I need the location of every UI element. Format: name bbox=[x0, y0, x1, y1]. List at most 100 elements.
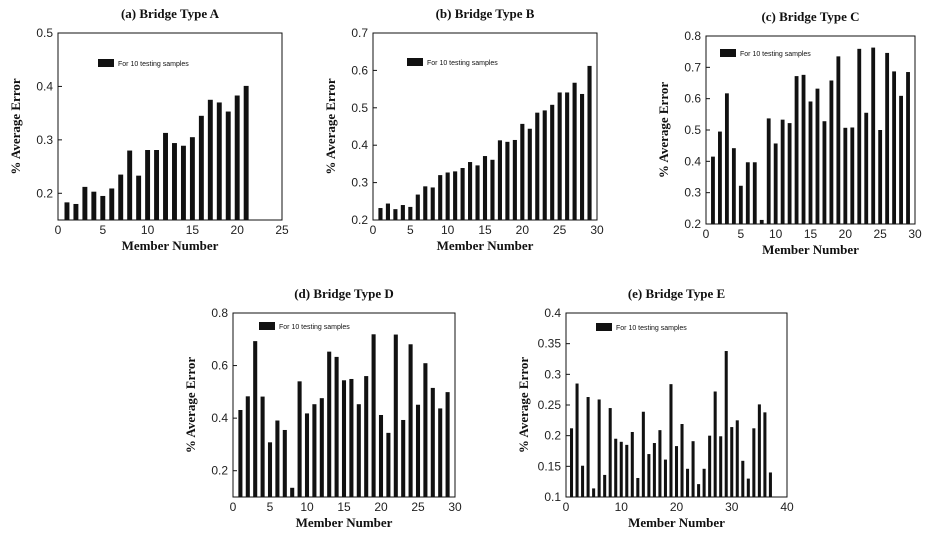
x-tick-label: 0 bbox=[55, 223, 62, 237]
y-tick-label: 0.6 bbox=[684, 92, 701, 106]
x-tick-label: 10 bbox=[769, 227, 783, 241]
bar bbox=[815, 88, 820, 224]
bar bbox=[430, 387, 435, 497]
chart-title: (a) Bridge Type A bbox=[121, 6, 220, 21]
x-tick-label: 20 bbox=[670, 500, 684, 514]
bar bbox=[674, 446, 679, 497]
bar bbox=[864, 112, 869, 224]
y-tick-label: 0.7 bbox=[351, 26, 368, 40]
bar bbox=[378, 208, 383, 220]
y-tick-label: 0.35 bbox=[538, 337, 562, 351]
legend-label: For 10 testing samples bbox=[279, 324, 350, 331]
bar bbox=[843, 127, 848, 224]
x-tick-label: 5 bbox=[267, 500, 274, 514]
bar bbox=[234, 95, 240, 220]
bar bbox=[415, 404, 421, 497]
bar bbox=[780, 119, 785, 224]
x-tick-label: 20 bbox=[374, 500, 388, 514]
bar bbox=[438, 408, 443, 497]
bar bbox=[787, 123, 792, 224]
bar bbox=[724, 93, 729, 224]
chart-title: (c) Bridge Type C bbox=[761, 9, 859, 24]
bar bbox=[871, 47, 876, 224]
y-tick-label: 0.6 bbox=[351, 63, 368, 77]
legend-swatch bbox=[259, 322, 275, 330]
bar bbox=[768, 472, 772, 497]
y-tick-label: 0.2 bbox=[544, 429, 561, 443]
bar bbox=[497, 140, 502, 220]
x-tick-label: 15 bbox=[186, 223, 200, 237]
bar bbox=[829, 80, 834, 224]
bar bbox=[550, 104, 555, 220]
bar bbox=[163, 132, 168, 220]
bar bbox=[565, 92, 570, 220]
legend-label: For 10 testing samples bbox=[427, 60, 498, 67]
bar bbox=[319, 398, 324, 497]
bar bbox=[741, 460, 745, 497]
bar bbox=[708, 435, 712, 497]
bar bbox=[91, 191, 97, 220]
legend-swatch bbox=[596, 323, 612, 331]
bar bbox=[172, 143, 177, 220]
bar bbox=[430, 187, 435, 220]
bar bbox=[282, 429, 287, 497]
bar bbox=[64, 202, 70, 220]
bar bbox=[801, 74, 806, 224]
bar bbox=[225, 111, 231, 220]
y-tick-label: 0.3 bbox=[351, 176, 368, 190]
bar bbox=[127, 150, 133, 220]
bar bbox=[625, 444, 629, 497]
bar bbox=[527, 128, 532, 220]
bar bbox=[297, 381, 302, 497]
bar bbox=[445, 172, 450, 220]
bar bbox=[312, 404, 317, 497]
bar bbox=[892, 71, 897, 224]
bar bbox=[245, 396, 250, 497]
bar bbox=[408, 344, 413, 497]
bar bbox=[738, 185, 743, 224]
y-tick-label: 0.2 bbox=[351, 213, 368, 227]
x-tick-label: 15 bbox=[478, 223, 492, 237]
bar bbox=[341, 380, 347, 497]
bar bbox=[415, 194, 420, 220]
legend-label: For 10 testing samples bbox=[740, 51, 811, 58]
legend-label: For 10 testing samples bbox=[616, 325, 687, 332]
bar bbox=[850, 127, 855, 224]
x-axis-label: Member Number bbox=[437, 238, 534, 253]
x-tick-label: 20 bbox=[516, 223, 530, 237]
bar bbox=[572, 82, 577, 220]
bar bbox=[393, 209, 398, 220]
y-tick-label: 0.25 bbox=[538, 398, 562, 412]
bar bbox=[718, 131, 722, 224]
bar bbox=[438, 175, 443, 220]
bar bbox=[393, 334, 398, 497]
x-tick-label: 5 bbox=[737, 227, 744, 241]
legend-swatch bbox=[720, 49, 736, 57]
bar bbox=[822, 121, 827, 224]
y-tick-label: 0.4 bbox=[211, 411, 228, 425]
bar bbox=[512, 139, 517, 220]
x-axis-label: Member Number bbox=[762, 242, 859, 257]
y-axis-label: % Average Error bbox=[656, 82, 671, 178]
y-tick-label: 0.5 bbox=[36, 26, 53, 40]
y-tick-label: 0.3 bbox=[544, 367, 561, 381]
bar bbox=[118, 174, 124, 220]
x-tick-label: 25 bbox=[411, 500, 425, 514]
bar bbox=[290, 487, 295, 497]
plot-frame bbox=[57, 32, 283, 221]
bar bbox=[906, 72, 910, 225]
bar bbox=[82, 186, 88, 220]
y-tick-label: 0.8 bbox=[211, 306, 228, 320]
x-tick-label: 0 bbox=[563, 500, 570, 514]
chart-e: (e) Bridge Type E 0 10 20 30 40 0.1 0.15 0.2 0.25… bbox=[516, 286, 794, 530]
x-tick-label: 0 bbox=[370, 223, 377, 237]
y-tick-label: 0.2 bbox=[684, 217, 701, 231]
bar bbox=[580, 93, 585, 220]
x-tick-label: 25 bbox=[873, 227, 887, 241]
bar bbox=[752, 162, 757, 224]
bar bbox=[385, 203, 390, 220]
bar bbox=[207, 99, 213, 220]
bar bbox=[216, 102, 222, 220]
bar bbox=[647, 454, 651, 497]
bar bbox=[746, 478, 750, 497]
